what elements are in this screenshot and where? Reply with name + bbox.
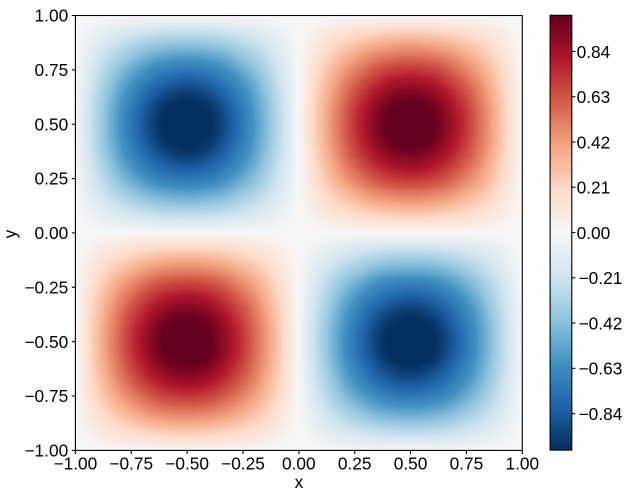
svg-text:1.00: 1.00 [505,454,539,474]
svg-text:0.50: 0.50 [35,114,69,134]
svg-text:0.00: 0.00 [282,454,316,474]
svg-text:0.75: 0.75 [450,454,484,474]
svg-text:−0.75: −0.75 [109,454,153,474]
svg-text:0.25: 0.25 [338,454,372,474]
svg-text:−0.42: −0.42 [579,313,623,333]
svg-text:y: y [0,229,20,238]
svg-text:0.75: 0.75 [35,60,69,80]
svg-text:−0.25: −0.25 [221,454,265,474]
svg-text:−0.25: −0.25 [24,277,68,297]
svg-text:−0.50: −0.50 [165,454,209,474]
svg-text:−0.75: −0.75 [24,386,68,406]
svg-text:0.50: 0.50 [394,454,428,474]
svg-text:0.63: 0.63 [577,87,611,107]
svg-text:x: x [295,472,304,492]
svg-text:0.84: 0.84 [577,42,611,62]
svg-text:1.00: 1.00 [35,6,69,26]
svg-text:0.00: 0.00 [577,223,611,243]
svg-text:−0.50: −0.50 [24,332,68,352]
svg-text:−1.00: −1.00 [24,441,68,461]
svg-text:0.42: 0.42 [577,132,611,152]
svg-text:0.00: 0.00 [35,223,69,243]
svg-text:−1.00: −1.00 [54,454,98,474]
svg-text:0.25: 0.25 [35,169,69,189]
svg-text:−0.84: −0.84 [579,404,623,424]
svg-text:−0.21: −0.21 [579,268,623,288]
svg-text:0.21: 0.21 [577,178,611,198]
svg-text:−0.63: −0.63 [579,359,623,379]
